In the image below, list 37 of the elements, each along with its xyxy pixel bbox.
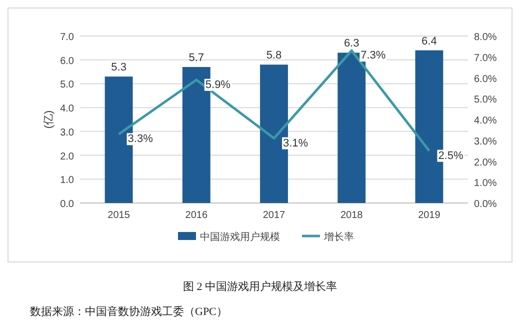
legend-label: 中国游戏用户规模 [200,231,280,243]
y-tick-label: 4.0 [60,104,74,115]
x-tick-label: 2016 [185,210,208,221]
data-label: 5.7 [188,52,204,64]
data-label: 3.1% [283,137,308,150]
y-axis-title: (亿) [43,110,55,129]
y-tick-label: 3.0 [60,127,74,138]
y2-tick-label: 3.0% [474,136,497,148]
data-label: 7.3% [360,50,386,62]
data-label: 3.3% [128,133,154,146]
data-label: 5.9% [205,78,231,91]
x-tick-label: 2015 [108,210,130,221]
x-tick-label: 2017 [262,210,286,221]
source-note: 数据来源：中国音数协游戏工委（GPC） [30,305,228,318]
y2-tick-label: 4.0% [474,116,497,126]
y2-tick-label: 7.0% [474,52,497,64]
legend-label: 增长率 [323,231,354,243]
y2-tick-label: 6.0% [474,74,497,85]
data-label: 6.4 [422,35,437,48]
y2-tick-label: 5.0% [474,94,497,106]
y2-tick-label: 0.0% [474,199,497,210]
x-tick-label: 2019 [418,210,441,221]
y-tick-label: 2.0 [60,151,74,162]
text: 图 2 中国游戏用户规模及增长率 [183,280,337,293]
data-label: 5.8 [266,50,282,62]
x-tick-label: 2018 [340,210,364,221]
y2-tick-label: 8.0% [474,32,497,43]
data-label: 5.3 [111,62,126,74]
y-tick-label: 6.0 [60,56,74,67]
y-tick-label: 5.0 [60,80,74,91]
data-label: 6.3 [344,38,360,50]
y-tick-label: 0.0 [60,199,74,210]
y2-tick-label: 1.0% [474,178,497,190]
y-tick-label: 7.0 [60,32,74,43]
y2-tick-label: 2.0% [474,157,497,168]
y-tick-label: 1.0 [60,175,74,186]
data-label: 2.5% [438,150,464,162]
